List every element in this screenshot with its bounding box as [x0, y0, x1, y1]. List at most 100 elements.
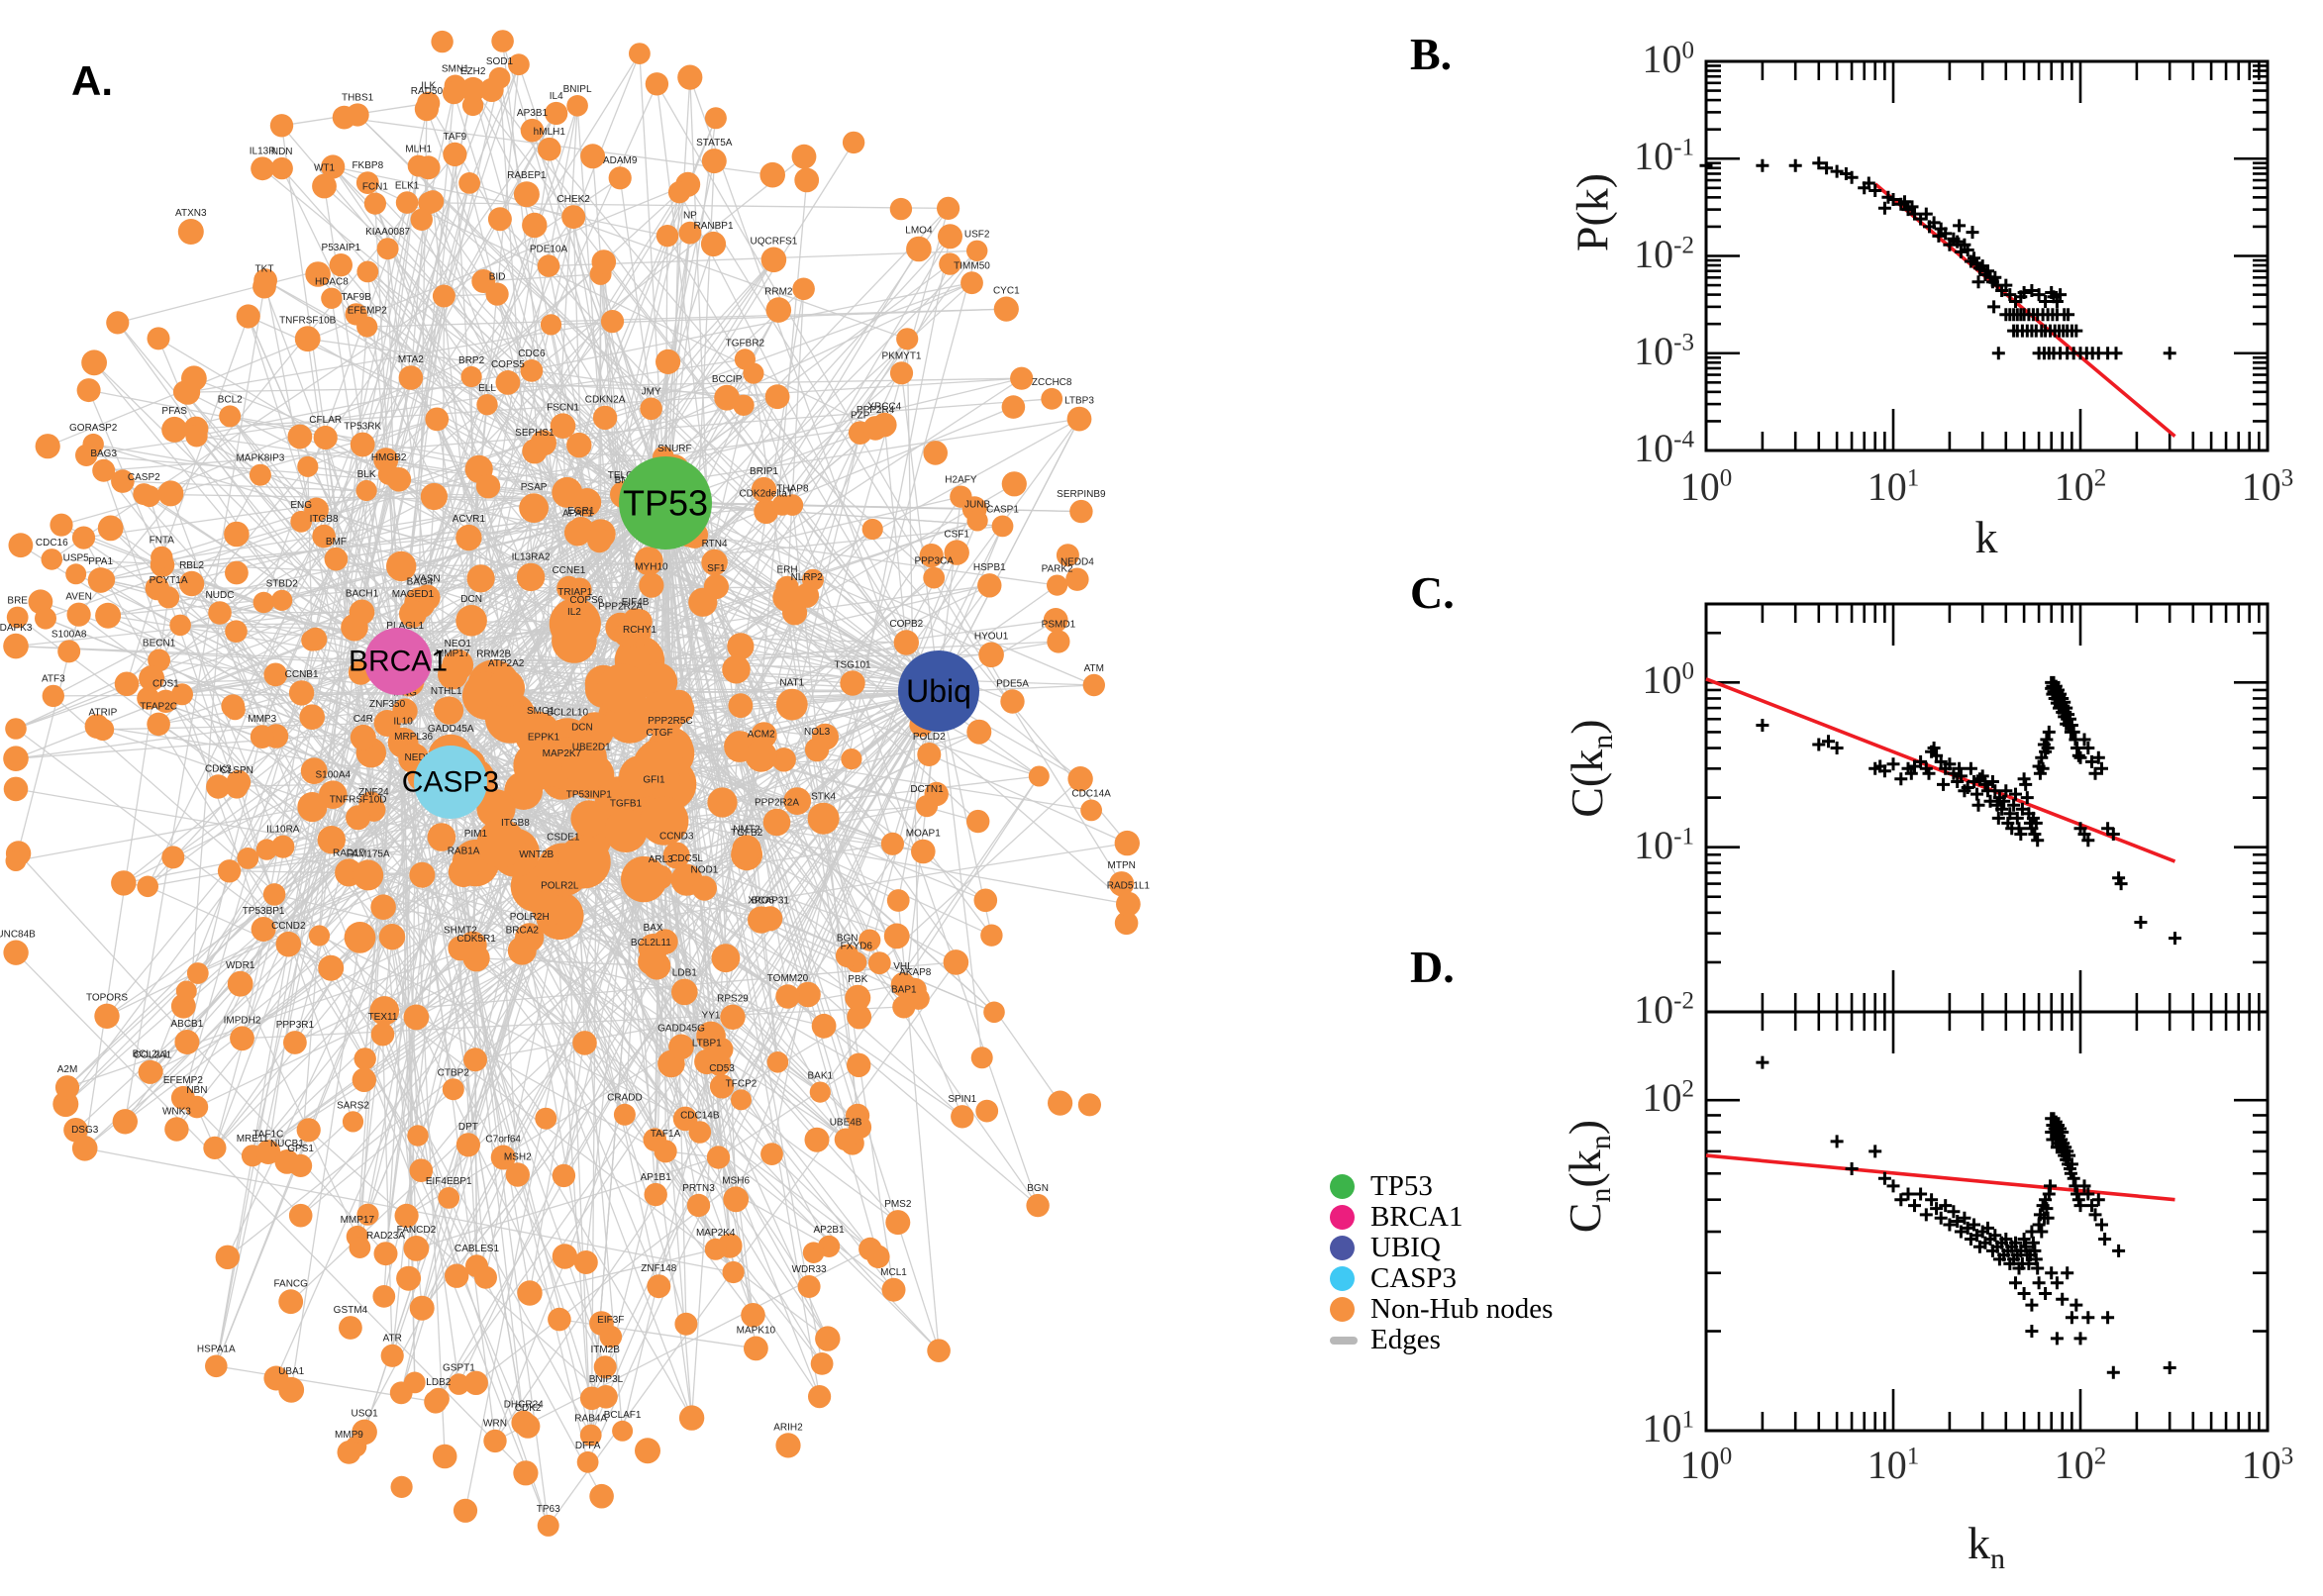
svg-text:LTBP1: LTBP1 [692, 1039, 722, 1049]
svg-text:WNT2B: WNT2B [519, 849, 554, 860]
tick-label: 10-4 [1634, 426, 1694, 470]
svg-text:RCHY1: RCHY1 [623, 625, 656, 636]
svg-text:CCNE1: CCNE1 [552, 565, 585, 576]
svg-text:DFFA: DFFA [575, 1441, 601, 1451]
svg-text:TRIAP1: TRIAP1 [557, 587, 592, 598]
svg-text:IL2: IL2 [567, 607, 581, 618]
svg-text:SPIN1: SPIN1 [948, 1094, 976, 1105]
svg-text:HYOU1: HYOU1 [974, 632, 1009, 643]
svg-text:CCNB1: CCNB1 [285, 669, 319, 680]
svg-text:PZP: PZP [851, 410, 870, 421]
node-dot-icon [1330, 1236, 1355, 1260]
svg-text:CABLES1: CABLES1 [454, 1244, 499, 1254]
svg-text:CCND3: CCND3 [659, 832, 694, 843]
svg-text:TP53RK: TP53RK [344, 422, 381, 433]
svg-text:ARL3: ARL3 [649, 854, 673, 865]
svg-text:TGFB1: TGFB1 [610, 798, 643, 809]
svg-text:NTHL1: NTHL1 [431, 686, 462, 697]
x-axis-label-B: k [1974, 512, 1998, 562]
svg-text:MMP17: MMP17 [436, 648, 470, 659]
plot-C [1704, 602, 2270, 1014]
svg-text:BNIPL: BNIPL [563, 84, 592, 95]
svg-text:CRADD: CRADD [607, 1093, 643, 1104]
tick-label: 100 [1679, 464, 1733, 509]
svg-text:PRTN3: PRTN3 [682, 1183, 715, 1194]
legend-label: Edges [1370, 1324, 1441, 1355]
svg-text:TAF1A: TAF1A [651, 1129, 681, 1140]
svg-text:UQCRFS1: UQCRFS1 [751, 237, 798, 248]
svg-text:ATRIP: ATRIP [89, 708, 118, 719]
svg-text:BAK1: BAK1 [808, 1071, 834, 1082]
svg-text:BCL2: BCL2 [218, 394, 243, 405]
legend-item-brca1: BRCA1 [1330, 1202, 1553, 1233]
svg-text:TP63: TP63 [537, 1504, 560, 1515]
svg-text:BCL2L11: BCL2L11 [631, 938, 671, 948]
svg-text:NUCB1: NUCB1 [270, 1139, 304, 1149]
svg-text:TP53: TP53 [623, 483, 708, 524]
svg-text:CCND2: CCND2 [271, 921, 306, 932]
svg-text:ACM2: ACM2 [748, 730, 775, 741]
tick-label: 101 [1867, 464, 1920, 509]
svg-text:ADAM9: ADAM9 [603, 155, 638, 166]
legend-label: UBIQ [1370, 1232, 1441, 1263]
svg-text:AP2B1: AP2B1 [814, 1225, 846, 1236]
node-dot-icon [1330, 1174, 1355, 1199]
svg-text:BRIP1: BRIP1 [750, 466, 778, 477]
svg-text:ATR: ATR [383, 1334, 402, 1345]
svg-text:PPP3R1: PPP3R1 [276, 1020, 315, 1031]
legend-item-edges: Edges [1330, 1325, 1553, 1355]
svg-text:YY1: YY1 [702, 1011, 721, 1022]
svg-text:POLR2H: POLR2H [510, 912, 550, 923]
node-dot-icon [1330, 1266, 1355, 1291]
svg-text:CDC6: CDC6 [518, 349, 546, 359]
panel-b-label: B. [1410, 29, 1453, 79]
svg-text:RBL2: RBL2 [179, 560, 204, 571]
svg-text:ITM2B: ITM2B [590, 1345, 620, 1355]
svg-text:PDE10A: PDE10A [530, 244, 568, 254]
svg-text:UBE4B: UBE4B [830, 1118, 862, 1129]
svg-text:EFEMP2: EFEMP2 [163, 1075, 203, 1086]
svg-text:FNTA: FNTA [150, 536, 175, 547]
svg-text:TSG101: TSG101 [834, 659, 871, 670]
svg-text:COPS6: COPS6 [569, 595, 603, 606]
svg-text:MYH10: MYH10 [635, 562, 668, 573]
svg-text:EPPK1: EPPK1 [528, 732, 560, 743]
plot-B [1699, 59, 2270, 452]
svg-text:ATXN3: ATXN3 [175, 208, 207, 219]
svg-text:PSMD1: PSMD1 [1042, 619, 1076, 630]
svg-text:RAD23A: RAD23A [366, 1231, 405, 1242]
svg-text:GADD45G: GADD45G [657, 1024, 705, 1035]
network-hubs: TP53 BRCA1 Ubiq CASP3 [349, 456, 979, 819]
svg-text:SERPINB9: SERPINB9 [1057, 489, 1106, 500]
svg-text:PPP2R2A: PPP2R2A [598, 602, 643, 613]
svg-text:ZNF24: ZNF24 [358, 787, 389, 798]
tick-label: 101 [1867, 1443, 1920, 1487]
svg-text:CASP2: CASP2 [128, 472, 160, 483]
svg-text:BRP2: BRP2 [458, 355, 485, 366]
svg-text:HSPA1A: HSPA1A [197, 1345, 236, 1355]
svg-text:XPO5: XPO5 [748, 895, 774, 906]
svg-text:CHEK2: CHEK2 [557, 194, 591, 205]
panel-c-label: C. [1410, 567, 1455, 618]
svg-text:TOPORS: TOPORS [86, 993, 128, 1004]
svg-text:ATM: ATM [1084, 663, 1104, 674]
svg-text:PSAP: PSAP [521, 482, 548, 493]
svg-text:BRCA1: BRCA1 [349, 646, 448, 678]
panel-a-label: A. [71, 57, 113, 104]
svg-text:TAF9: TAF9 [444, 132, 467, 143]
x-axis-label-D: kn [1968, 1518, 2005, 1576]
svg-text:BECN1: BECN1 [143, 639, 176, 649]
svg-text:MSH2: MSH2 [504, 1151, 532, 1162]
plot-D [1704, 1010, 2270, 1433]
svg-text:IL13RA2: IL13RA2 [512, 552, 551, 563]
svg-text:CFLAR: CFLAR [309, 415, 342, 426]
svg-text:BCAP31: BCAP31 [752, 895, 790, 906]
svg-text:MRPL36: MRPL36 [394, 732, 433, 743]
svg-text:CTGF: CTGF [646, 728, 672, 739]
svg-text:TELO2: TELO2 [608, 470, 640, 481]
tick-label: 10-2 [1634, 987, 1694, 1032]
svg-text:GPS1: GPS1 [287, 1144, 314, 1154]
tick-label: 10-1 [1634, 822, 1694, 867]
svg-text:SMN1: SMN1 [442, 64, 469, 75]
svg-text:LDB1: LDB1 [672, 968, 697, 979]
